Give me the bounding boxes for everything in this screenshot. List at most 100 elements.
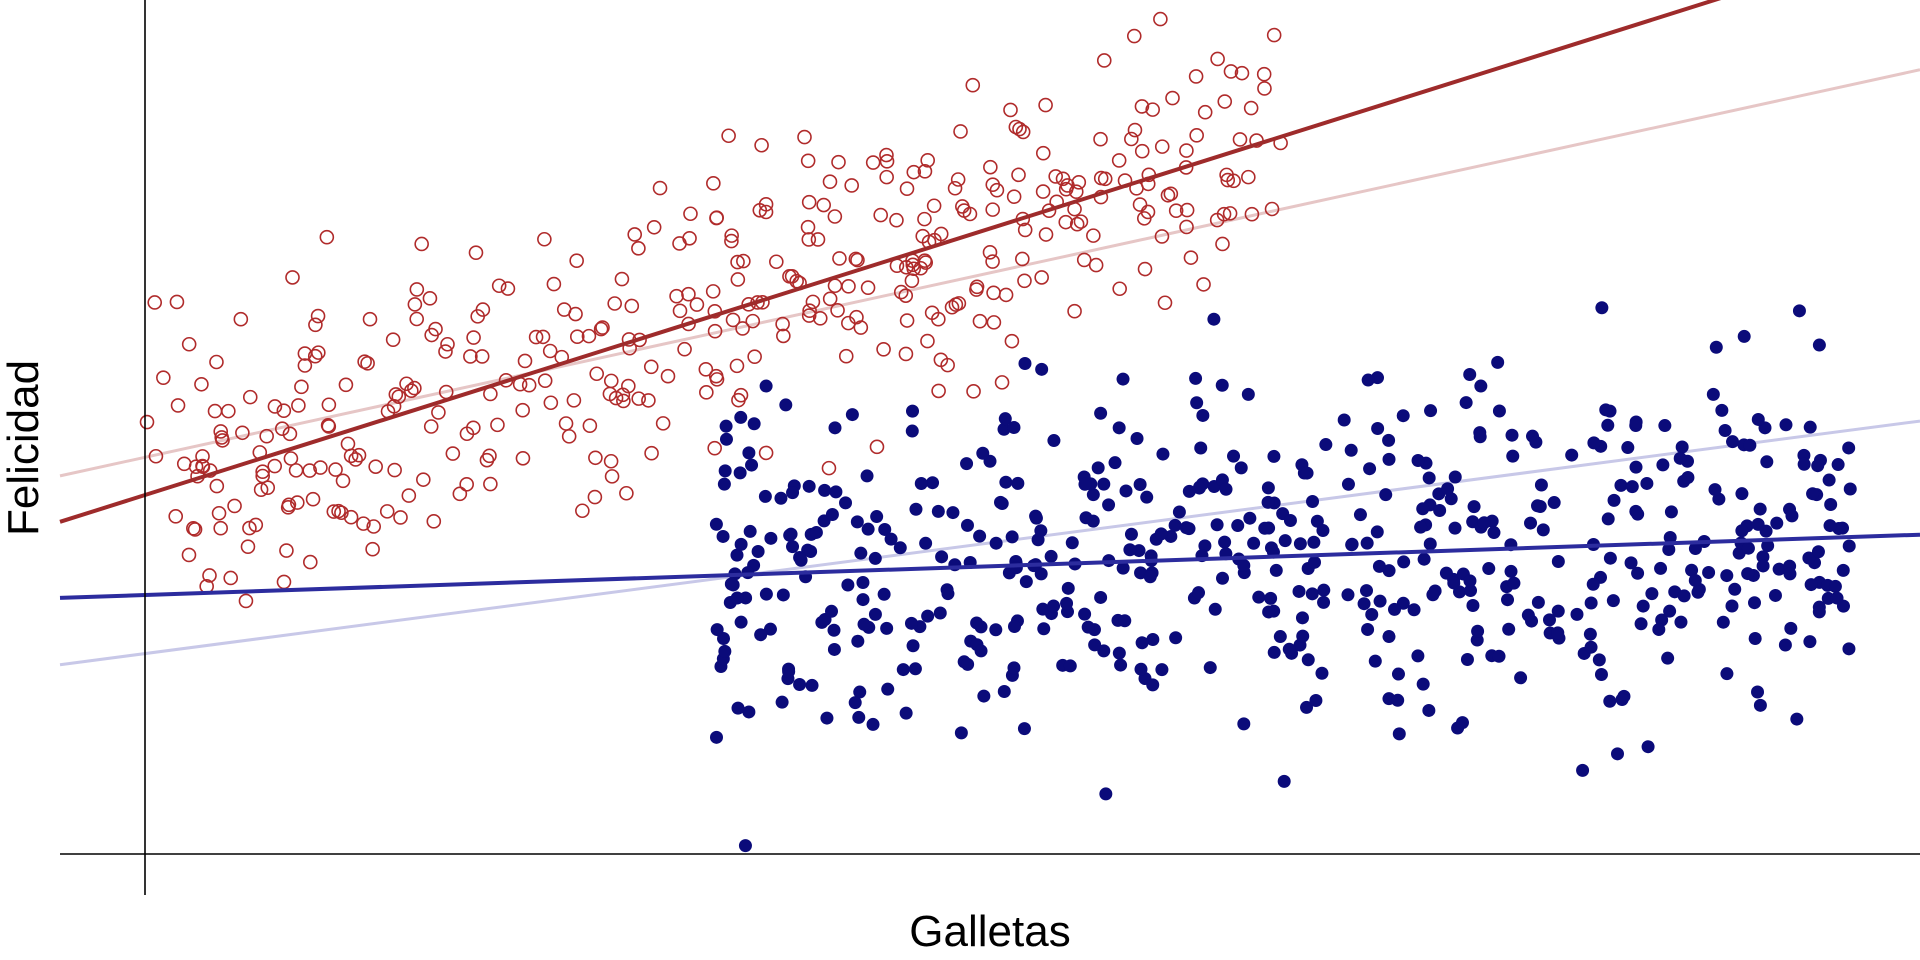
series-b-point (1169, 631, 1183, 645)
series-b-point (730, 548, 744, 562)
series-b-point (899, 706, 913, 720)
series-a-point (730, 254, 745, 270)
series-b-point (1192, 586, 1206, 600)
series-b-point (1652, 622, 1666, 636)
series-a-point (915, 228, 931, 244)
series-a-point (707, 440, 722, 456)
series-a-point (955, 199, 970, 214)
series-b-point (1108, 456, 1122, 470)
series-b-point (856, 575, 870, 589)
series-a-point (558, 416, 574, 431)
series-a-point (1093, 131, 1108, 147)
series-b-point (1360, 536, 1374, 550)
series-a-point (873, 207, 889, 223)
series-a-point (156, 370, 171, 385)
series-a-point (470, 309, 485, 324)
series-a-point (827, 209, 843, 224)
series-a-point (1038, 227, 1054, 242)
series-a-point (379, 504, 395, 519)
series-b-point (1830, 591, 1844, 605)
series-a-point (1165, 90, 1180, 106)
series-b-point (1305, 587, 1319, 601)
series-a-point (682, 230, 697, 246)
series-b-point (1078, 477, 1092, 491)
series-b-point (1466, 599, 1480, 613)
series-b-point (1357, 597, 1371, 611)
series-b-point (825, 508, 839, 522)
series-a-point (267, 399, 283, 414)
series-a-point (947, 180, 963, 196)
series-a-point (1076, 252, 1092, 268)
series-a-point (1006, 189, 1022, 204)
series-b-point (1542, 613, 1556, 627)
series-a-point (223, 570, 239, 586)
series-b-point (1735, 487, 1749, 501)
series-b-point (1464, 584, 1478, 598)
series-a-point (401, 488, 417, 503)
series-a-point (308, 317, 323, 333)
series-b-point (1677, 589, 1691, 603)
series-a-point (1011, 167, 1026, 183)
series-b-point (1662, 542, 1676, 556)
series-b-point (946, 506, 960, 520)
series-b-point (1382, 630, 1396, 644)
series-a-point (587, 489, 603, 505)
series-b-point (743, 524, 757, 538)
series-b-point (1583, 627, 1597, 641)
series-a-point (423, 419, 439, 434)
series-b-point (1392, 727, 1406, 741)
series-b-point (970, 616, 984, 630)
series-b-point (1262, 605, 1276, 619)
series-a-point (1058, 214, 1074, 230)
series-a-point (409, 282, 425, 297)
series-b-point (1391, 667, 1405, 681)
series-b-point (1123, 543, 1137, 557)
series-a-point (187, 522, 203, 537)
series-a-point (521, 377, 537, 393)
series-b-point (1691, 585, 1705, 599)
series-b-point (1258, 521, 1272, 535)
series-a-point (452, 486, 468, 502)
series-b-point (1607, 493, 1621, 507)
series-a-point (681, 286, 696, 302)
series-b-point (1210, 518, 1224, 532)
series-b-point (1086, 488, 1100, 502)
series-b-point (1529, 435, 1543, 449)
series-a-point (1015, 124, 1031, 140)
series-b-point (1551, 555, 1565, 569)
series-b-point (1760, 455, 1774, 469)
series-b-point (1783, 567, 1797, 581)
series-b-point (1663, 604, 1677, 618)
series-a-point (302, 554, 318, 570)
series-a-point (438, 344, 453, 359)
series-b-point (921, 609, 935, 623)
series-a-point (321, 397, 337, 413)
series-a-point (849, 309, 864, 325)
series-b-point (989, 623, 1003, 637)
series-b-point (1273, 630, 1287, 644)
series-a-point (707, 323, 723, 339)
series-b-point (905, 424, 919, 438)
series-b-point (861, 522, 875, 536)
series-a-point (758, 445, 774, 461)
series-a-point (1188, 69, 1204, 84)
series-b-point (893, 541, 907, 555)
series-a-point (445, 446, 461, 461)
series-a-point (1112, 281, 1127, 297)
series-a-point (362, 311, 378, 327)
series-b-point (1748, 596, 1762, 610)
series-b-point (1300, 466, 1314, 480)
series-a-point (982, 245, 998, 260)
series-a-point (259, 428, 274, 444)
series-a-point (207, 403, 223, 419)
series-a-point (1197, 104, 1213, 120)
series-a-point (343, 448, 359, 464)
series-a-point (407, 297, 423, 312)
series-b-point (763, 622, 777, 636)
series-b-point (1316, 524, 1330, 538)
series-b-point (1361, 373, 1375, 387)
series-b-point (851, 634, 865, 648)
series-b-point (1506, 449, 1520, 463)
series-a-point (616, 393, 631, 409)
